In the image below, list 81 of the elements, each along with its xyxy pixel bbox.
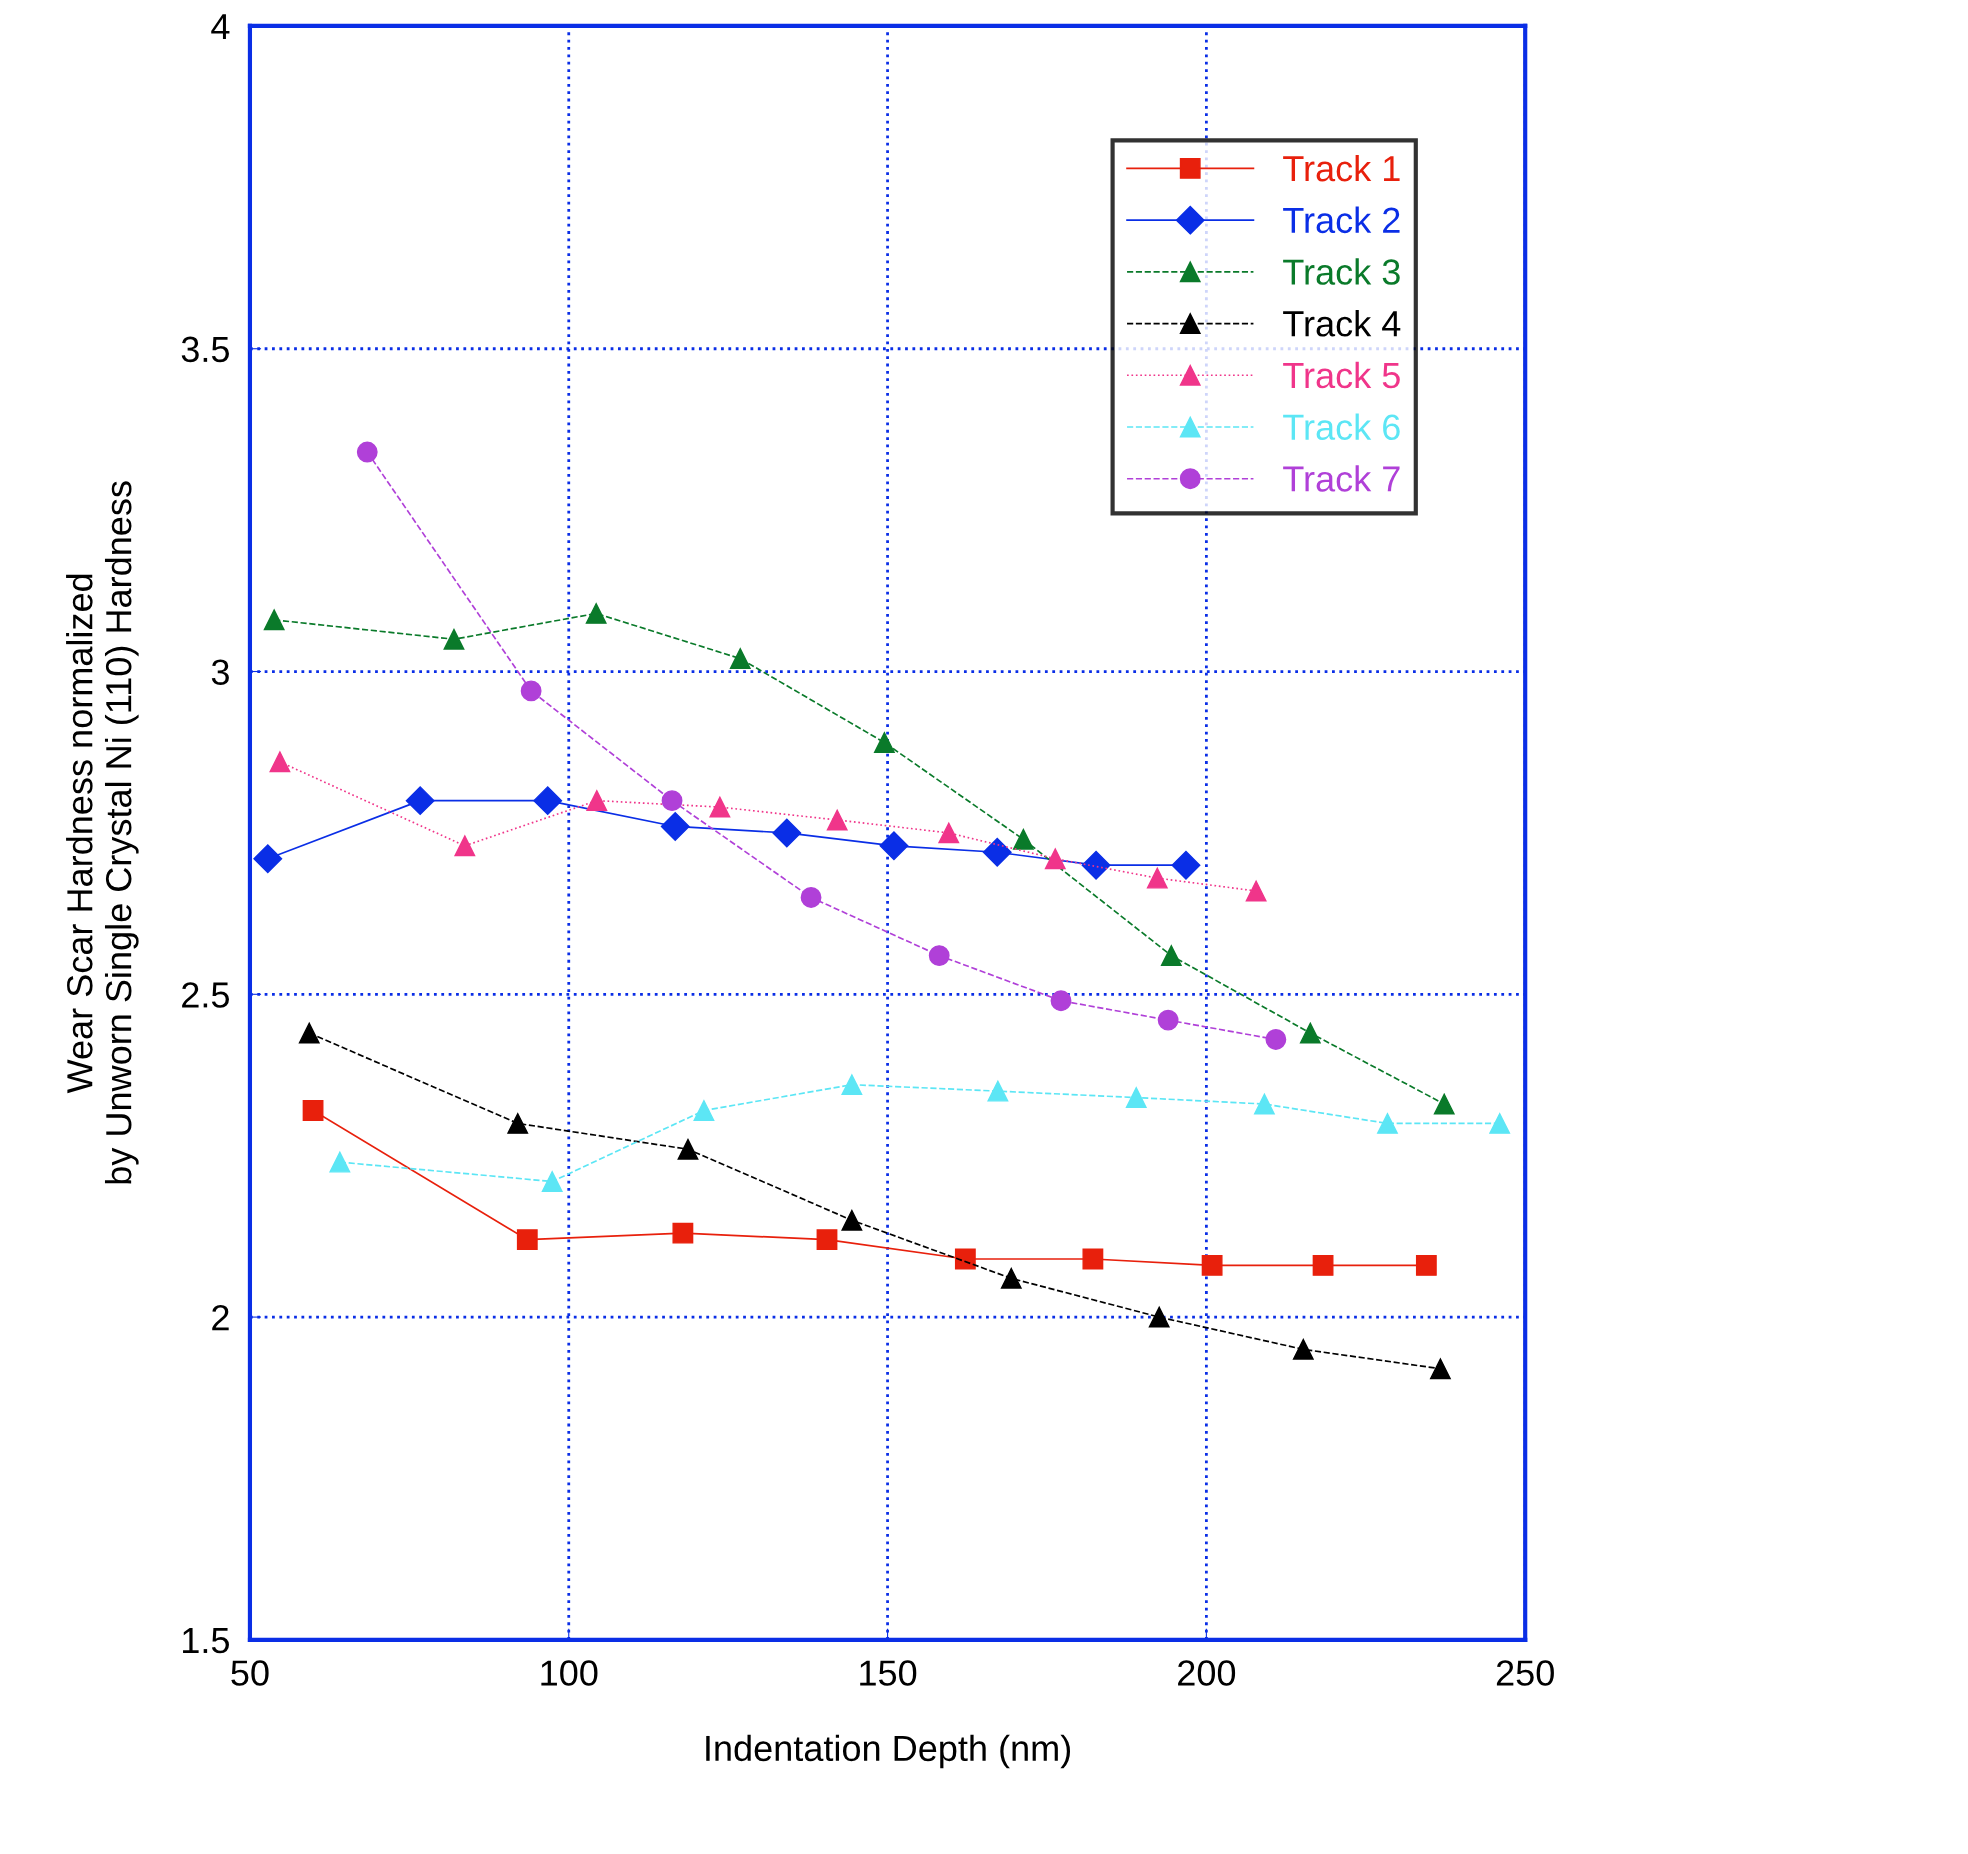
- point: [879, 831, 909, 861]
- y-tick-label: 3.5: [181, 336, 229, 363]
- legend-label: Track 4: [1283, 310, 1401, 337]
- point: [1312, 1255, 1334, 1276]
- y-tick-label: 3: [211, 659, 229, 685]
- point: [1157, 1009, 1179, 1031]
- point: [1245, 880, 1267, 902]
- point: [1377, 1112, 1398, 1134]
- y-tick-label: 2: [212, 1304, 229, 1331]
- legend-label: Track 1: [1283, 154, 1400, 182]
- point: [987, 1080, 1009, 1102]
- point: [269, 751, 291, 773]
- point: [660, 812, 690, 841]
- point: [253, 844, 283, 874]
- point: [1429, 1358, 1451, 1380]
- legend-label: Track 5: [1283, 361, 1400, 389]
- legend-label: Track 7: [1283, 465, 1400, 492]
- x-tick-label: 150: [860, 1660, 917, 1686]
- x-tick-label: 200: [1178, 1660, 1236, 1686]
- legend-label: Track 2: [1283, 206, 1400, 234]
- point: [1489, 1112, 1511, 1134]
- point: [1299, 1022, 1321, 1044]
- point: [329, 1151, 351, 1173]
- point: [873, 732, 895, 753]
- point: [263, 609, 285, 631]
- point: [356, 441, 378, 463]
- x-tick-label: 50: [231, 1660, 269, 1686]
- point: [298, 1022, 320, 1044]
- point: [1081, 850, 1111, 880]
- point: [800, 887, 822, 908]
- point: [1012, 828, 1034, 850]
- point: [443, 628, 465, 650]
- point: [1050, 990, 1072, 1012]
- point: [585, 603, 607, 624]
- point: [507, 1112, 529, 1134]
- point: [1253, 1093, 1275, 1115]
- point: [586, 790, 608, 812]
- x-axis-title: Indentation Depth (nm): [706, 1734, 1071, 1769]
- point: [693, 1100, 715, 1121]
- point: [1148, 1306, 1170, 1328]
- legend-label: Track 6: [1283, 413, 1400, 440]
- point: [1160, 945, 1182, 966]
- x-tick-label: 100: [541, 1660, 598, 1686]
- point: [1000, 1267, 1022, 1289]
- legend-label: Track 3: [1283, 258, 1400, 285]
- point: [982, 837, 1012, 867]
- point: [1265, 1029, 1287, 1050]
- point: [533, 786, 563, 816]
- point: [729, 648, 751, 670]
- point: [928, 945, 950, 966]
- point: [841, 1209, 863, 1231]
- point: [661, 790, 683, 812]
- point: [1044, 848, 1066, 870]
- y-tick-label: 1.5: [183, 1628, 229, 1654]
- point: [772, 818, 802, 848]
- point: [826, 809, 848, 831]
- point: [1171, 850, 1201, 880]
- point: [520, 680, 542, 702]
- point: [1125, 1087, 1147, 1109]
- point: [672, 1222, 694, 1244]
- point: [405, 786, 435, 816]
- point: [709, 796, 731, 818]
- point: [1433, 1093, 1455, 1115]
- point: [1415, 1255, 1437, 1276]
- point: [816, 1229, 838, 1251]
- y-tick-label: 4: [211, 14, 230, 40]
- point: [841, 1074, 863, 1096]
- point: [1082, 1248, 1104, 1270]
- point: [938, 822, 960, 844]
- point: [302, 1100, 324, 1121]
- point: [541, 1171, 563, 1192]
- point: [1201, 1255, 1223, 1276]
- point: [1146, 867, 1168, 889]
- y-axis-title: Wear Scar Hardness normalized by Unworn Single Crystal Ni (110) Hardness: [66, 481, 139, 1184]
- point: [1292, 1338, 1314, 1360]
- y-tick-label: 2.5: [182, 982, 229, 1008]
- point: [516, 1229, 538, 1251]
- point: [954, 1248, 976, 1270]
- point: [454, 835, 476, 857]
- x-tick-label: 250: [1496, 1660, 1554, 1686]
- point: [677, 1138, 699, 1160]
